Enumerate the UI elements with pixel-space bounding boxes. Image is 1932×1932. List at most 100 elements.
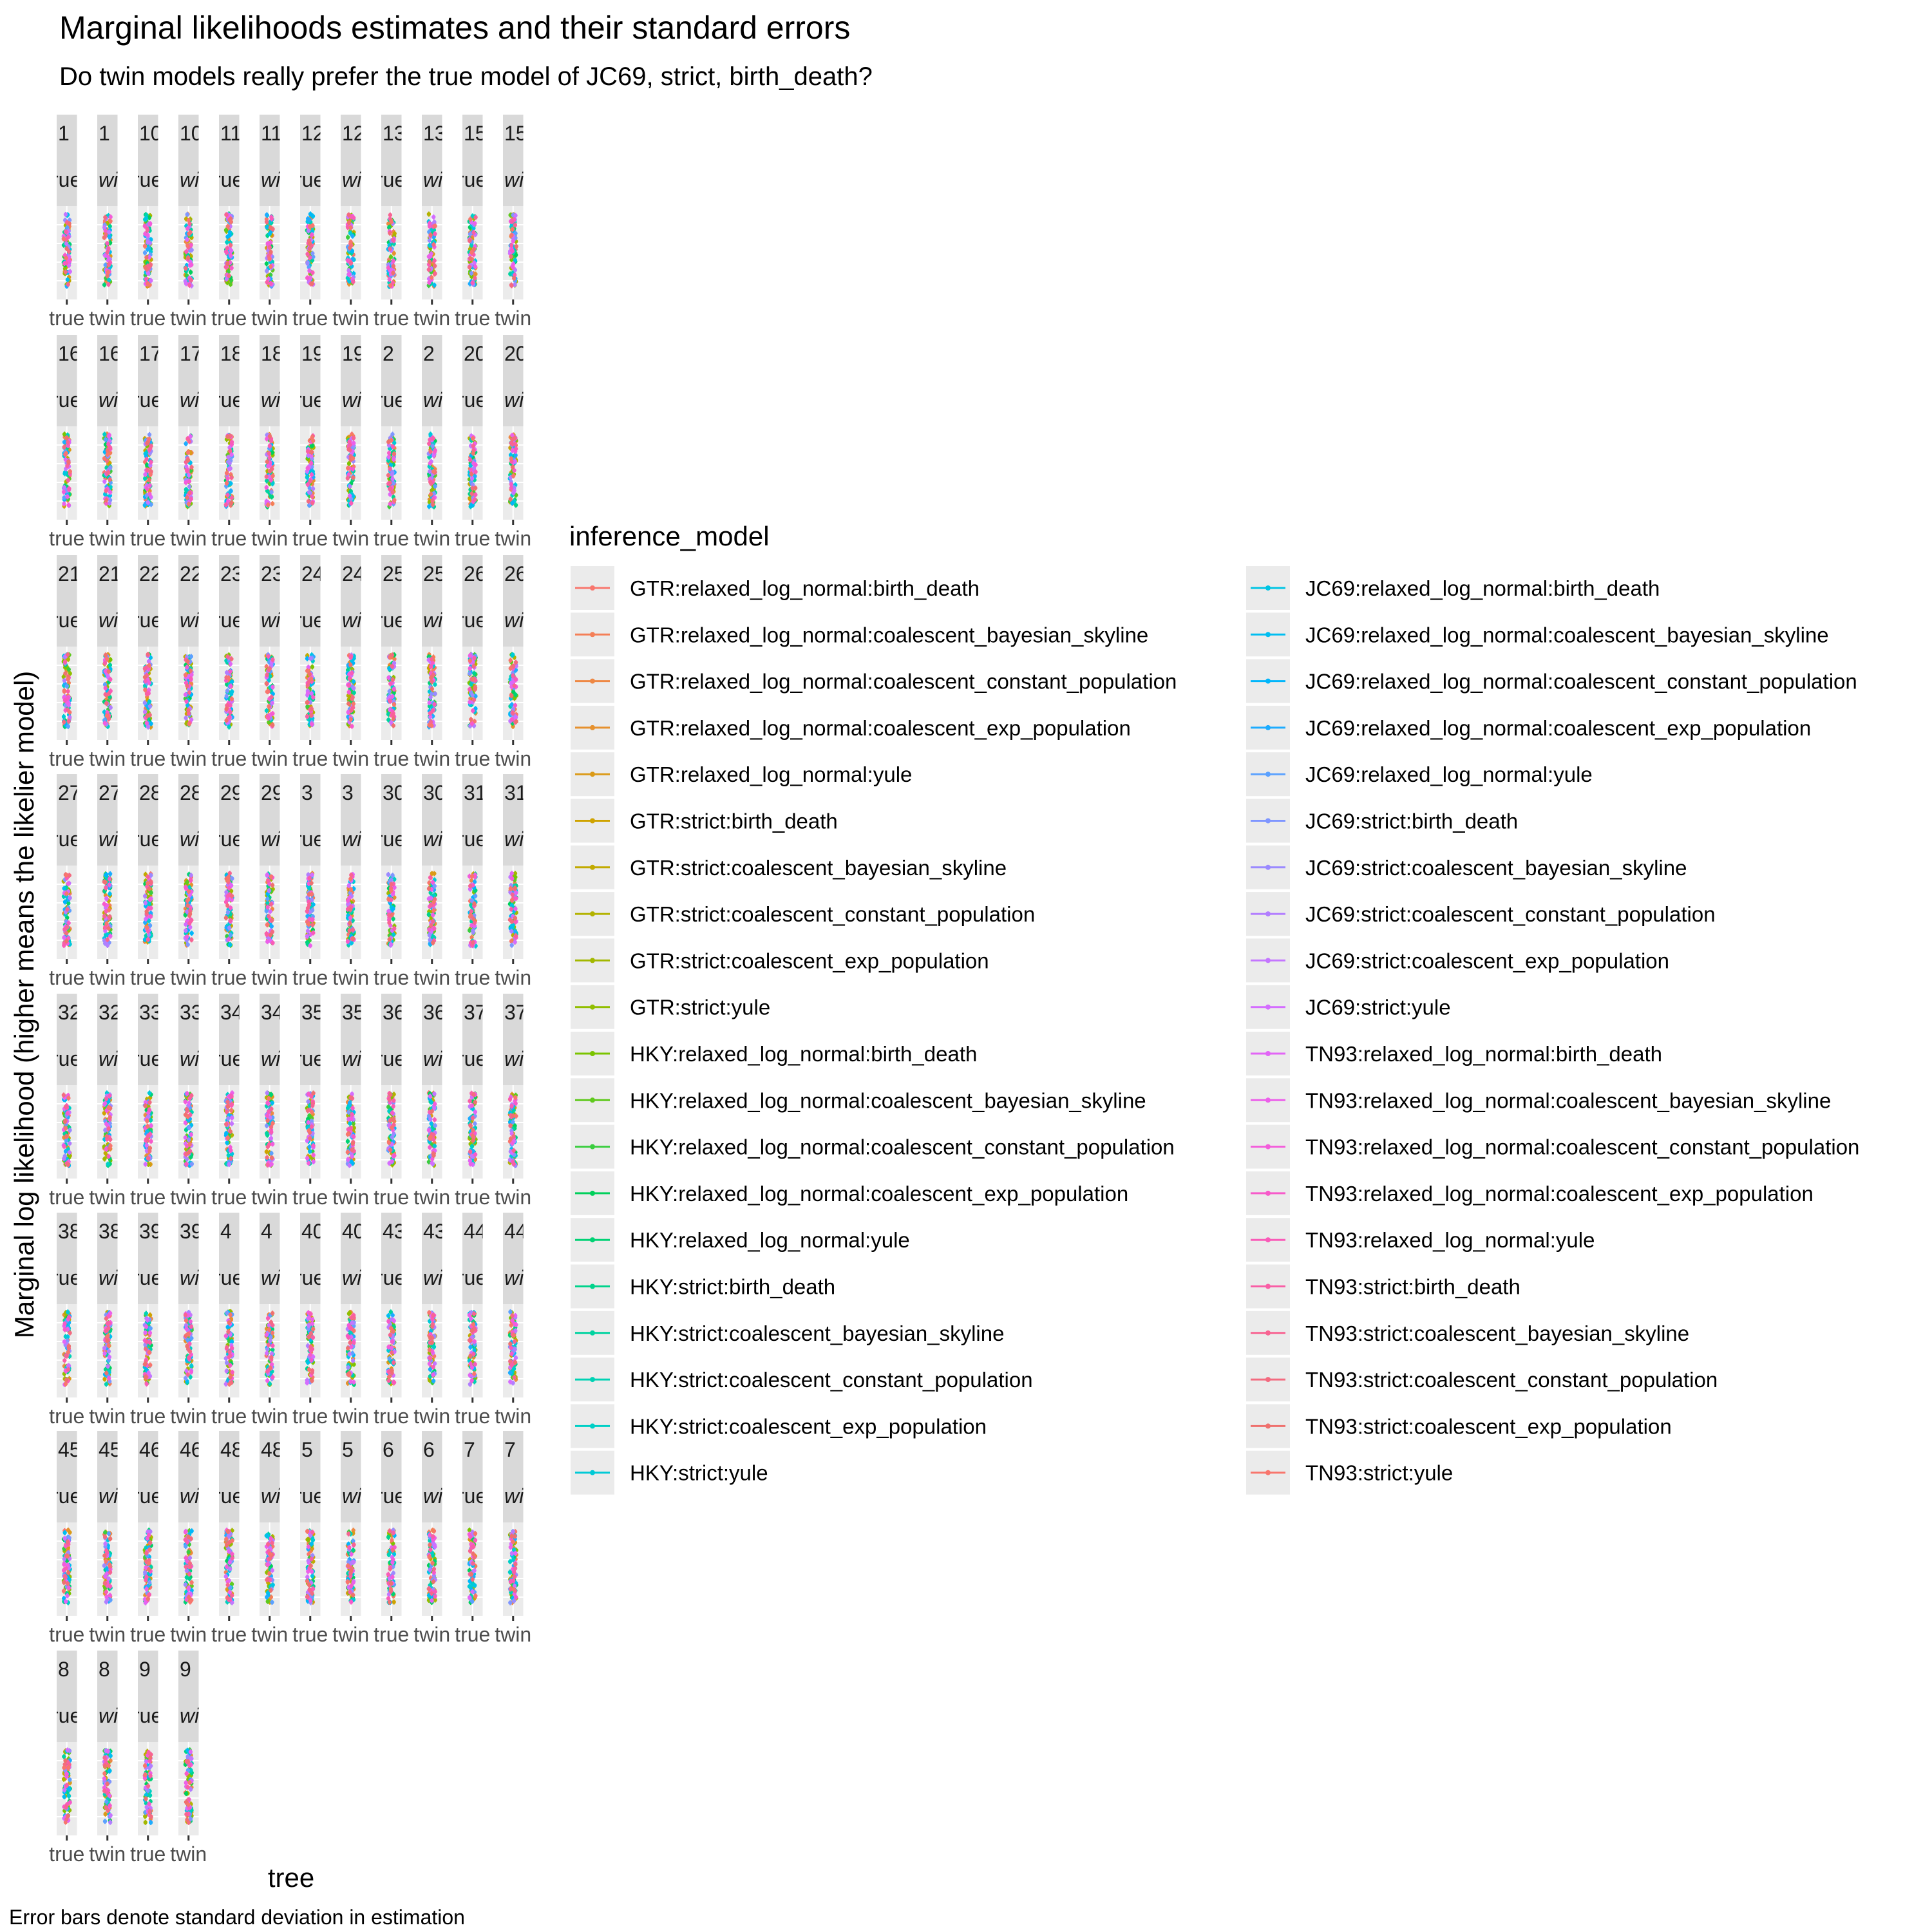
data-point — [391, 258, 396, 263]
data-point — [348, 240, 353, 244]
facet-panel: 2 win twin — [413, 335, 450, 550]
data-point — [268, 225, 273, 230]
facet-number: 1 — [99, 122, 110, 145]
data-point — [473, 462, 478, 467]
data-point — [149, 460, 153, 464]
data-point — [509, 486, 514, 490]
data-point — [229, 220, 233, 224]
data-point — [431, 214, 436, 220]
data-point — [104, 489, 108, 493]
data-point — [473, 264, 478, 269]
x-tick-label: true — [49, 307, 84, 330]
data-point — [227, 274, 231, 278]
data-point — [102, 432, 107, 437]
facet-number: 12 — [301, 122, 325, 145]
x-tick-label: true — [455, 307, 490, 330]
data-point — [267, 245, 272, 250]
data-point — [64, 246, 69, 251]
data-point — [387, 277, 392, 282]
data-point — [66, 677, 71, 682]
data-point — [103, 229, 108, 233]
data-point — [227, 715, 232, 719]
data-point — [185, 665, 189, 670]
data-point — [144, 255, 149, 260]
x-tick-label: true — [130, 747, 166, 770]
x-tick-label: true — [374, 307, 409, 330]
data-point — [106, 246, 111, 251]
facet-number: 13 — [423, 122, 446, 145]
data-point — [65, 495, 70, 499]
data-point — [226, 676, 231, 680]
data-point — [264, 485, 269, 490]
data-point — [61, 236, 66, 242]
data-point — [186, 708, 191, 712]
data-point — [310, 486, 316, 491]
data-point — [223, 265, 228, 269]
data-point — [310, 223, 315, 228]
data-point — [144, 277, 149, 281]
data-point — [144, 721, 149, 726]
data-point — [227, 461, 232, 466]
data-point — [473, 469, 478, 474]
data-point — [509, 232, 514, 238]
data-point — [391, 238, 395, 242]
data-point — [185, 237, 189, 242]
data-point — [142, 710, 147, 714]
data-point — [392, 451, 397, 456]
data-point — [227, 230, 232, 234]
data-point — [469, 471, 474, 477]
facet-model: rue — [133, 168, 162, 191]
facet-panel: 11 rue true — [211, 115, 247, 330]
data-point — [107, 230, 111, 234]
data-point — [469, 271, 474, 276]
data-point — [66, 667, 71, 672]
data-point — [184, 249, 189, 254]
data-point — [142, 675, 147, 679]
facet-model: rue — [457, 168, 487, 191]
data-point — [433, 448, 437, 453]
data-point — [266, 502, 270, 507]
data-point — [270, 501, 275, 506]
data-point — [189, 672, 194, 677]
data-point — [223, 502, 228, 507]
data-point — [388, 466, 392, 471]
data-point — [473, 486, 478, 491]
facet-model: win — [504, 388, 535, 412]
data-point — [351, 279, 355, 284]
data-point — [224, 718, 229, 723]
data-point — [108, 224, 112, 229]
data-point — [183, 672, 188, 677]
data-point — [66, 689, 70, 694]
data-point — [268, 272, 273, 278]
facet-model: win — [342, 388, 373, 412]
data-point — [66, 719, 71, 724]
data-point — [185, 469, 189, 473]
facet-panel: 17 win twin — [170, 335, 207, 550]
data-point — [146, 271, 151, 276]
data-point — [305, 276, 310, 280]
data-point — [348, 245, 352, 251]
data-point — [392, 481, 396, 486]
data-point — [229, 440, 234, 444]
data-point — [185, 226, 190, 231]
facet-panel: 20 win twin — [495, 335, 535, 550]
facet-model: win — [342, 168, 373, 191]
data-point — [108, 677, 113, 682]
data-point — [143, 476, 147, 481]
data-point — [306, 499, 311, 504]
data-point — [64, 684, 70, 688]
facet-number: 15 — [464, 122, 487, 145]
data-point — [144, 216, 149, 221]
data-point — [349, 501, 354, 506]
facet-model: rue — [52, 609, 81, 632]
data-point — [184, 273, 189, 278]
facet-model: rue — [214, 388, 243, 412]
data-point — [348, 442, 352, 448]
data-point — [147, 437, 152, 442]
data-point — [427, 260, 432, 264]
data-point — [67, 222, 71, 226]
x-tick-label: twin — [251, 527, 288, 550]
data-point — [187, 690, 192, 695]
data-point — [310, 251, 315, 256]
